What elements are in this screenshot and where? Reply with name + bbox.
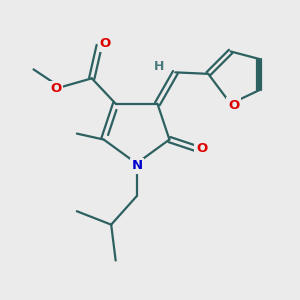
Text: H: H bbox=[154, 61, 164, 74]
Text: O: O bbox=[228, 99, 239, 112]
Text: O: O bbox=[50, 82, 62, 95]
Text: O: O bbox=[196, 142, 207, 155]
Text: N: N bbox=[132, 159, 143, 172]
Text: O: O bbox=[100, 38, 111, 50]
